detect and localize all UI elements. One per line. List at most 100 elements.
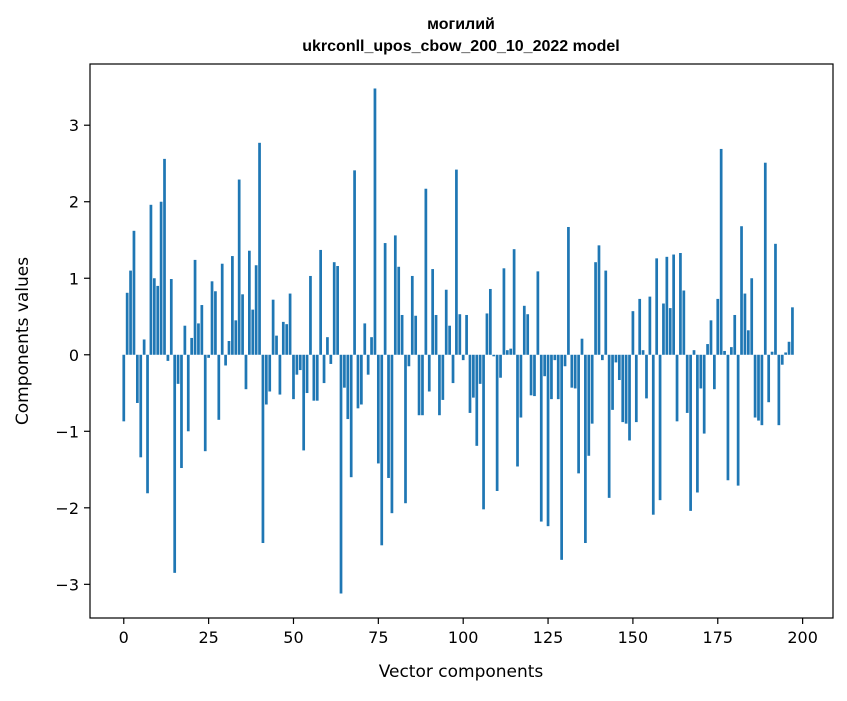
bar-188 bbox=[760, 354, 764, 426]
bar-179 bbox=[729, 347, 733, 355]
bar-152 bbox=[638, 298, 642, 355]
bar-193 bbox=[777, 354, 781, 426]
bar-46 bbox=[278, 354, 282, 395]
y-tick-label: −2 bbox=[55, 499, 79, 518]
bar-36 bbox=[244, 354, 248, 390]
bar-162 bbox=[672, 254, 675, 355]
bar-130 bbox=[563, 354, 567, 367]
x-tick-label: 150 bbox=[618, 628, 649, 647]
bar-19 bbox=[186, 354, 190, 432]
bar-52 bbox=[298, 354, 302, 371]
bar-31 bbox=[227, 341, 231, 355]
y-tick-label: −3 bbox=[55, 575, 79, 594]
bar-164 bbox=[679, 253, 682, 355]
bar-28 bbox=[217, 354, 221, 420]
bar-7 bbox=[146, 354, 149, 494]
bar-47 bbox=[281, 321, 285, 355]
bar-32 bbox=[231, 256, 234, 355]
bar-107 bbox=[485, 313, 489, 355]
bar-105 bbox=[478, 354, 482, 384]
bar-39 bbox=[254, 265, 258, 355]
bar-6 bbox=[142, 339, 146, 355]
bar-26 bbox=[210, 281, 214, 355]
bar-77 bbox=[383, 243, 387, 355]
bar-44 bbox=[271, 299, 275, 355]
bar-109 bbox=[492, 354, 496, 357]
bar-27 bbox=[214, 291, 217, 355]
bar-16 bbox=[176, 354, 180, 384]
bar-156 bbox=[651, 354, 655, 515]
bar-170 bbox=[699, 354, 703, 389]
bar-99 bbox=[458, 314, 462, 355]
bar-64 bbox=[339, 354, 343, 594]
x-tick-label: 25 bbox=[198, 628, 218, 647]
bar-186 bbox=[753, 354, 757, 418]
bar-108 bbox=[488, 288, 492, 355]
bar-111 bbox=[499, 354, 502, 378]
bar-118 bbox=[522, 305, 526, 355]
bar-71 bbox=[363, 323, 367, 355]
bar-120 bbox=[529, 354, 533, 396]
bar-50 bbox=[292, 354, 295, 400]
bar-196 bbox=[787, 341, 791, 355]
bar-5 bbox=[139, 354, 143, 458]
bar-176 bbox=[719, 148, 723, 355]
bar-38 bbox=[251, 309, 255, 355]
bar-59 bbox=[322, 354, 326, 384]
y-tick-label: 0 bbox=[69, 346, 79, 365]
bar-84 bbox=[407, 354, 411, 367]
bar-117 bbox=[519, 354, 523, 418]
bar-2 bbox=[129, 270, 132, 355]
bars-group bbox=[122, 88, 794, 594]
bar-73 bbox=[370, 337, 373, 355]
bar-182 bbox=[740, 226, 743, 355]
x-tick-label: 175 bbox=[702, 628, 733, 647]
bar-122 bbox=[536, 271, 540, 355]
bar-124 bbox=[543, 354, 547, 377]
bar-42 bbox=[264, 354, 268, 405]
bar-91 bbox=[431, 269, 435, 355]
bar-58 bbox=[319, 249, 322, 355]
bar-189 bbox=[763, 162, 767, 355]
x-axis-ticks: 0 25 50 75 100 125 150 175 200 bbox=[119, 618, 818, 647]
bar-134 bbox=[577, 354, 580, 474]
bar-146 bbox=[617, 354, 621, 381]
bar-174 bbox=[713, 354, 716, 390]
bar-72 bbox=[366, 354, 370, 375]
bar-128 bbox=[556, 354, 560, 400]
bar-167 bbox=[689, 354, 692, 511]
bar-151 bbox=[634, 354, 638, 423]
chart-title: могилий bbox=[427, 16, 495, 33]
bar-54 bbox=[305, 354, 309, 394]
bar-140 bbox=[597, 245, 601, 355]
bar-121 bbox=[533, 354, 536, 397]
bar-11 bbox=[159, 201, 163, 355]
bar-85 bbox=[410, 275, 414, 355]
bar-89 bbox=[424, 188, 428, 355]
bar-17 bbox=[180, 354, 183, 469]
bar-56 bbox=[312, 354, 316, 401]
bar-55 bbox=[309, 275, 312, 355]
bar-20 bbox=[190, 337, 194, 355]
bar-24 bbox=[203, 354, 207, 452]
x-tick-label: 125 bbox=[533, 628, 564, 647]
bar-197 bbox=[791, 307, 794, 355]
y-tick-label: −1 bbox=[55, 422, 79, 441]
bar-166 bbox=[685, 354, 689, 413]
bar-145 bbox=[614, 354, 618, 363]
bar-194 bbox=[780, 354, 784, 365]
bar-115 bbox=[512, 249, 516, 355]
bar-15 bbox=[173, 354, 177, 573]
y-axis-ticks: −3 −2 −1 0 1 2 3 bbox=[55, 116, 90, 594]
bar-35 bbox=[241, 294, 244, 355]
bar-10 bbox=[156, 285, 160, 355]
bar-76 bbox=[380, 354, 384, 546]
bar-34 bbox=[237, 179, 241, 355]
bar-21 bbox=[193, 259, 197, 355]
bar-192 bbox=[774, 243, 777, 355]
bar-149 bbox=[628, 354, 631, 441]
bar-57 bbox=[315, 354, 319, 401]
bar-67 bbox=[349, 354, 353, 478]
bar-9 bbox=[152, 278, 156, 355]
bar-97 bbox=[451, 354, 455, 384]
